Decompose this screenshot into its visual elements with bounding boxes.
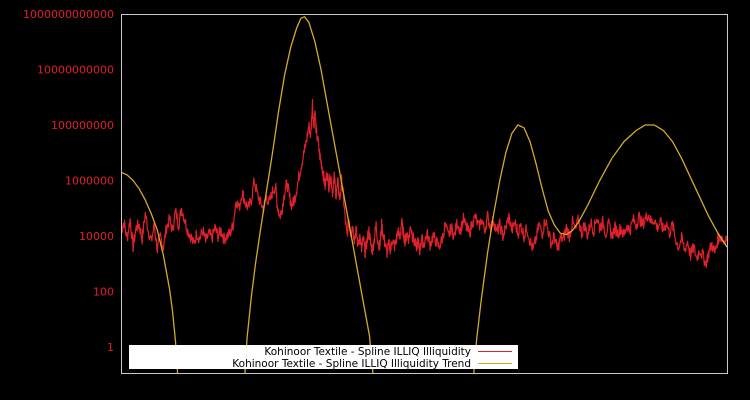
y-tick-label: 1000000000000 [23,8,114,21]
plot-frame [121,14,728,374]
y-tick-label: 1000000 [65,175,114,188]
y-tick-label: 1 [107,341,114,354]
y-tick-label: 100 [93,286,114,299]
legend-box [129,345,518,369]
legend: Kohinoor Textile - Spline ILLIQ Illiquid… [129,345,518,370]
y-tick-label: 10000000000 [37,64,114,77]
legend-label-illiquidity: Kohinoor Textile - Spline ILLIQ Illiquid… [264,346,471,358]
y-axis-ticks: 1000000000000 10000000000 100000000 1000000… [23,8,114,354]
legend-label-trend: Kohinoor Textile - Spline ILLIQ Illiquid… [232,358,471,370]
y-tick-label: 100000000 [51,119,114,132]
illiquidity-line [121,99,727,269]
y-tick-label: 10000 [79,230,114,243]
illiquidity-trend-line [121,16,727,373]
